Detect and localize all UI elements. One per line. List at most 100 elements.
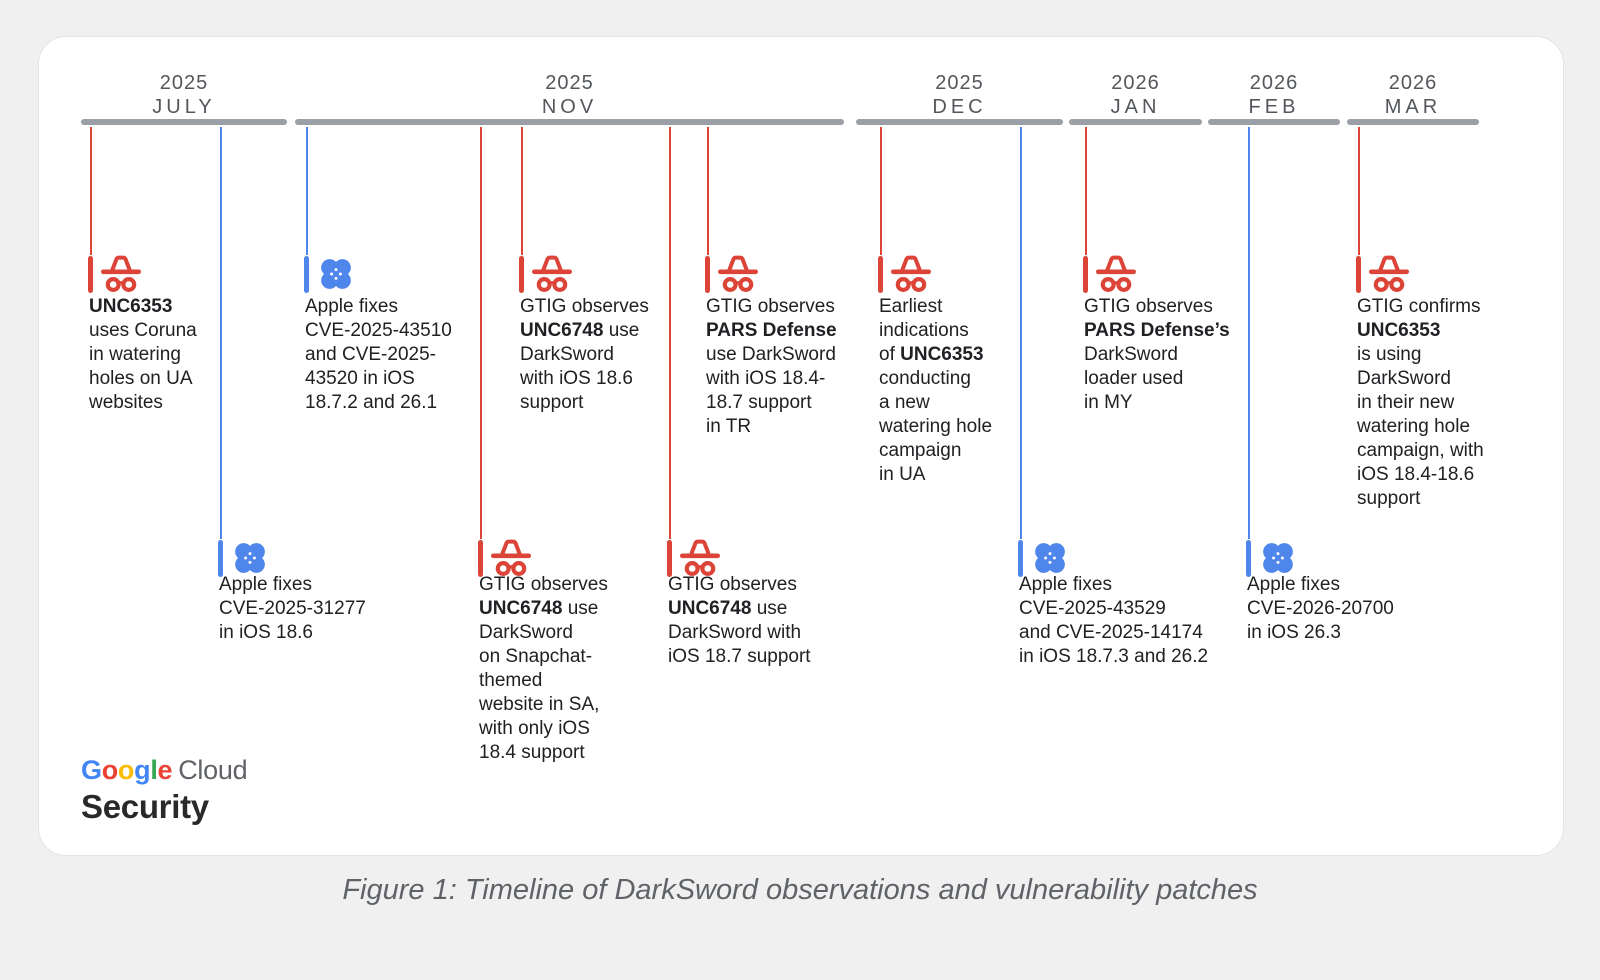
month-name-label: MAR (1384, 96, 1442, 118)
event-text-line: DarkSword (479, 621, 608, 645)
event-text-line: watering hole (879, 415, 992, 439)
highlighted-term: UNC6353 (900, 344, 984, 365)
event-connector-line (707, 127, 709, 255)
text-segment: in watering (89, 344, 181, 365)
event-text-line: PARS Defense (706, 319, 837, 343)
event-tick (88, 255, 93, 293)
text-segment: 43520 in iOS (305, 368, 415, 389)
event-text-line: CVE-2025-43529 (1019, 597, 1208, 621)
event-text-line: campaign, with (1357, 439, 1484, 463)
incognito-threat-icon (1368, 255, 1410, 293)
event-text-line: is using (1357, 343, 1484, 367)
text-segment: Apple fixes (1019, 574, 1112, 595)
text-segment: campaign (879, 440, 962, 461)
timeline-month-label: 2026 JAN (1111, 71, 1161, 119)
event-text-line: CVE-2026-20700 (1247, 597, 1394, 621)
event-text-line: and CVE-2025-14174 (1019, 621, 1208, 645)
text-segment: CVE-2026-20700 (1247, 598, 1394, 619)
event-connector-line (480, 127, 482, 539)
highlighted-term: UNC6353 (1357, 320, 1441, 341)
event-text: GTIG confirms UNC6353 is using DarkSword in … (1357, 295, 1484, 511)
event-text-line: themed (479, 669, 608, 693)
event-text-line: holes on UA (89, 367, 197, 391)
month-year-label: 2025 (159, 72, 209, 94)
event-tick (1083, 255, 1088, 293)
incognito-threat-icon (1095, 255, 1137, 293)
bandage-patch-icon (1030, 539, 1070, 577)
event-text-line: UNC6353 (1357, 319, 1484, 343)
highlighted-term: UNC6353 (89, 296, 173, 317)
incognito-threat-icon (717, 255, 759, 293)
highlighted-term: PARS Defense’s (1084, 320, 1230, 341)
event-text-line: iOS 18.7 support (668, 645, 811, 669)
event-marker (705, 255, 759, 293)
event-text-line: GTIG observes (1084, 295, 1230, 319)
month-year-label: 2025 (935, 72, 984, 94)
event-text-line: on Snapchat- (479, 645, 608, 669)
text-segment: GTIG observes (1084, 296, 1213, 317)
event-text-line: Apple fixes (1247, 573, 1394, 597)
text-segment: uses Coruna (89, 320, 197, 341)
google-logo-letter: G (81, 755, 102, 785)
event-text-line: support (1357, 487, 1484, 511)
month-name-label: FEB (1248, 96, 1300, 118)
event-tick (304, 255, 309, 293)
text-segment: use (603, 320, 640, 341)
event-text-line: a new (879, 391, 992, 415)
timeline-month-label: 2025 DEC (932, 71, 986, 119)
event-text-line: 43520 in iOS (305, 367, 452, 391)
text-segment: GTIG observes (479, 574, 608, 595)
timeline-month-bar (1347, 119, 1479, 125)
month-name-label: JAN (1110, 96, 1161, 118)
event-text-line: campaign (879, 439, 992, 463)
text-segment: in iOS 18.6 (219, 622, 313, 643)
text-segment: 18.7.2 and 26.1 (305, 392, 438, 413)
event-text-line: with iOS 18.4- (706, 367, 837, 391)
event-text-line: use DarkSword (706, 343, 837, 367)
text-segment: campaign, with (1357, 440, 1484, 461)
highlighted-term: UNC6748 (479, 598, 563, 619)
google-logo-letter: o (117, 755, 135, 785)
event-text: Apple fixes CVE-2025-43510 and CVE-2025- 43… (305, 295, 452, 415)
event-text-line: loader used (1084, 367, 1230, 391)
event-text-line: uses Coruna (89, 319, 197, 343)
event-tick (705, 255, 710, 293)
timeline-month-bar (1069, 119, 1202, 125)
event-tick (667, 539, 672, 577)
event-text: Earliest indications of UNC6353 conducting a… (879, 295, 992, 487)
text-segment: in TR (706, 416, 752, 437)
event-text-line: in iOS 18.6 (219, 621, 366, 645)
cloud-label: Cloud (178, 755, 248, 785)
event-text-line: GTIG observes (520, 295, 649, 319)
event-text: UNC6353 uses Coruna in watering holes on UA… (89, 295, 197, 415)
event-text-line: support (520, 391, 649, 415)
text-segment: iOS 18.4-18.6 (1357, 464, 1475, 485)
event-text-line: of UNC6353 (879, 343, 992, 367)
event-tick (519, 255, 524, 293)
event-marker (667, 539, 721, 577)
text-segment: in MY (1084, 392, 1133, 413)
event-text-line: conducting (879, 367, 992, 391)
text-segment: use (751, 598, 788, 619)
event-marker (1083, 255, 1137, 293)
security-label: Security (81, 788, 209, 825)
event-connector-line (1085, 127, 1087, 255)
text-segment: watering hole (1357, 416, 1471, 437)
text-segment: DarkSword (1357, 368, 1451, 389)
text-segment: with only iOS (479, 718, 590, 739)
event-text-line: GTIG observes (668, 573, 811, 597)
text-segment: DarkSword with (668, 622, 802, 643)
text-segment: DarkSword (479, 622, 573, 643)
event-marker (218, 539, 270, 577)
timeline-month-bar (81, 119, 287, 125)
timeline-month-label: 2026 MAR (1385, 71, 1441, 119)
event-text-line: UNC6748 use (479, 597, 608, 621)
event-text-line: CVE-2025-43510 (305, 319, 452, 343)
text-segment: DarkSword (520, 344, 614, 365)
month-name-label: JULY (152, 96, 216, 118)
event-tick (878, 255, 883, 293)
event-text-line: watering hole (1357, 415, 1484, 439)
event-text-line: DarkSword (520, 343, 649, 367)
event-connector-line (880, 127, 882, 255)
text-segment: Apple fixes (305, 296, 398, 317)
